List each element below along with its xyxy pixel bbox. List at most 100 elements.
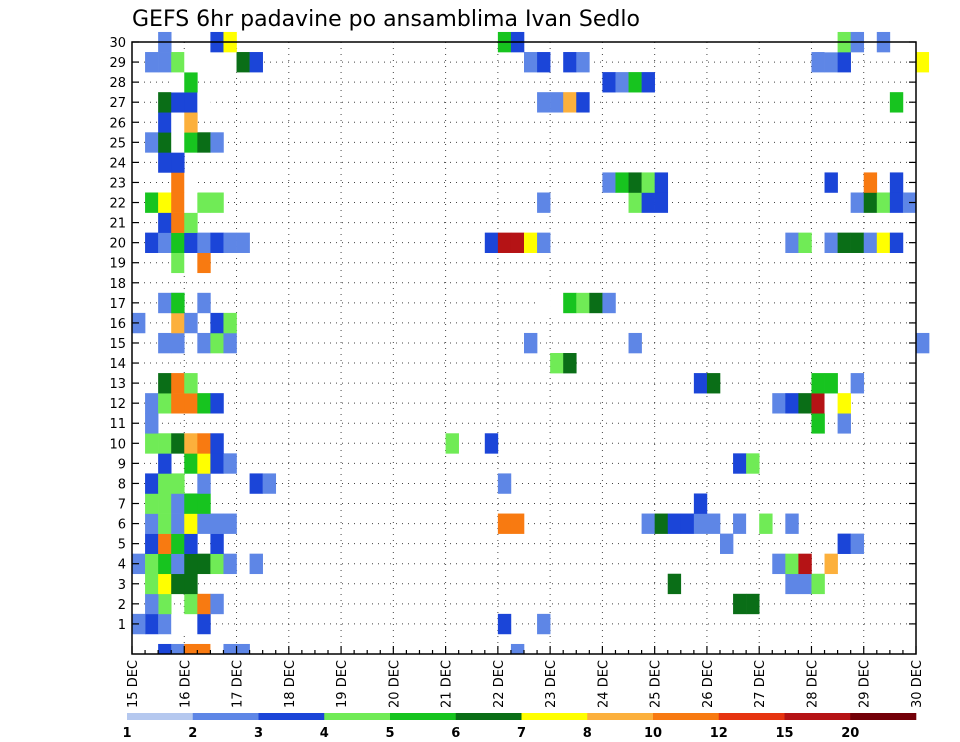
precip-cell [746, 453, 760, 474]
precip-cell [197, 52, 211, 73]
precip-cell [876, 192, 891, 213]
y-tick-label: 11 [109, 417, 126, 432]
precip-cell [889, 192, 904, 213]
precip-cell [197, 453, 211, 474]
precip-cell [837, 232, 851, 253]
precip-cell [602, 72, 616, 93]
x-tick-label: 24 DEC [596, 660, 611, 708]
precip-cell [184, 553, 198, 575]
precip-cell [197, 473, 211, 494]
precip-cell [785, 553, 799, 575]
precip-cell [785, 513, 799, 534]
precip-cell [524, 232, 538, 253]
precip-cell [537, 52, 551, 73]
precip-cell [667, 513, 682, 534]
precip-cell [497, 473, 512, 494]
precip-cell [158, 573, 172, 595]
precip-cell [171, 92, 185, 113]
precip-cell [158, 232, 172, 253]
y-tick-label: 26 [109, 116, 126, 131]
y-tick-label: 21 [109, 217, 126, 232]
precip-cell [889, 92, 904, 113]
precip-cell [171, 493, 185, 514]
precip-cell [537, 292, 551, 314]
precip-cell [210, 453, 224, 474]
y-tick-label: 17 [109, 297, 126, 312]
precip-cell [706, 373, 721, 394]
precip-cell [850, 192, 865, 213]
precip-cell [772, 393, 786, 414]
y-tick-label: 8 [118, 477, 126, 492]
colorbar-swatch [850, 713, 917, 720]
precip-cell [158, 473, 172, 494]
precip-cell [184, 393, 198, 414]
precip-cell [824, 373, 838, 394]
precip-cell [184, 92, 198, 113]
precip-cell [223, 312, 237, 334]
precip-cell [210, 593, 224, 615]
precip-cell [720, 533, 734, 554]
x-tick-label: 20 DEC [387, 660, 402, 708]
precip-cell [145, 52, 159, 73]
precip-cell [171, 573, 185, 595]
colorbar-label: 2 [188, 726, 197, 741]
precip-cell [210, 553, 224, 575]
precip-cell [171, 473, 185, 494]
precip-cell [197, 493, 211, 514]
precip-cell [145, 513, 159, 534]
precip-cell [824, 553, 838, 575]
precip-cell [145, 553, 159, 575]
precip-cell [589, 292, 603, 314]
precip-cell [158, 132, 172, 153]
precip-cell [158, 533, 172, 554]
precip-cell [197, 92, 211, 113]
precip-cell [184, 192, 198, 213]
precip-cell [171, 373, 185, 394]
precip-cell [641, 172, 655, 193]
precip-cell [158, 373, 172, 394]
y-tick-label: 5 [118, 538, 126, 553]
precip-cell [171, 232, 185, 253]
precip-cell [785, 573, 799, 595]
y-tick-label: 9 [118, 457, 126, 472]
precip-cell [171, 172, 185, 193]
precip-cell [863, 172, 878, 193]
precip-cell [171, 393, 185, 414]
precip-cell [158, 192, 172, 213]
precip-cell [158, 613, 172, 635]
precip-cell [145, 393, 159, 414]
precip-cell [197, 292, 211, 314]
precip-cell [210, 312, 224, 334]
precip-cell [850, 373, 865, 394]
y-tick-label: 10 [109, 437, 126, 452]
precip-cell [916, 332, 930, 354]
precip-cell [576, 92, 590, 113]
precip-cell [210, 433, 224, 454]
precip-cell [537, 192, 551, 213]
precip-cell [837, 413, 851, 434]
x-tick-label: 29 DEC [858, 660, 873, 708]
y-tick-label: 4 [118, 558, 126, 573]
precip-cell [158, 453, 172, 474]
precip-cell [197, 393, 211, 414]
precip-cell [184, 232, 198, 253]
precip-cell [615, 172, 629, 193]
precip-cell [524, 52, 538, 73]
precip-cell [824, 172, 838, 193]
precip-cell [158, 553, 172, 575]
x-tick-label: 23 DEC [544, 660, 559, 708]
precip-cell [184, 613, 198, 635]
precip-cell [249, 553, 263, 575]
precip-cell [210, 533, 224, 554]
precip-cell [158, 52, 172, 73]
precip-cell [171, 613, 185, 635]
precip-cell [184, 252, 198, 274]
precip-cell [628, 72, 642, 93]
precip-cell [837, 533, 851, 554]
precip-cell [184, 513, 198, 534]
y-tick-label: 3 [118, 578, 126, 593]
precip-cell [145, 413, 159, 434]
precip-cell [184, 533, 198, 554]
x-tick-label: 30 DEC [910, 660, 925, 708]
